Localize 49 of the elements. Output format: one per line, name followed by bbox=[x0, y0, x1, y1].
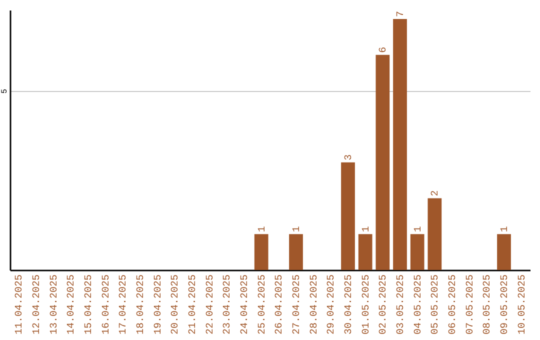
data-label: 1 bbox=[413, 226, 424, 232]
x-tick-label: 12.04.2025 bbox=[32, 274, 43, 335]
data-label: 7 bbox=[396, 10, 407, 17]
bar bbox=[393, 18, 407, 270]
x-tick-label: 01.05.2025 bbox=[361, 274, 372, 335]
x-tick-label: 13.04.2025 bbox=[49, 274, 60, 335]
x-tick-label: 25.04.2025 bbox=[257, 274, 268, 335]
x-tick-label: 07.05.2025 bbox=[465, 274, 476, 335]
x-tick-label: 28.04.2025 bbox=[309, 274, 320, 335]
x-tick-label: 16.04.2025 bbox=[101, 274, 112, 335]
bar bbox=[341, 162, 355, 270]
bar bbox=[289, 234, 303, 270]
x-tick-label: 02.05.2025 bbox=[378, 274, 390, 335]
data-label: 1 bbox=[500, 226, 511, 232]
x-tick-label: 24.04.2025 bbox=[240, 274, 251, 335]
x-tick-label: 05.05.2025 bbox=[430, 274, 442, 335]
y-tick-label: 5 bbox=[0, 88, 10, 94]
data-label: 1 bbox=[361, 226, 372, 232]
x-tick-label: 08.05.2025 bbox=[482, 274, 494, 335]
bar bbox=[410, 234, 424, 270]
x-tick-label: 18.04.2025 bbox=[136, 274, 147, 335]
data-label: 2 bbox=[430, 190, 442, 196]
x-tick-label: 09.05.2025 bbox=[500, 274, 511, 335]
x-tick-label: 29.04.2025 bbox=[326, 274, 338, 335]
data-label: 6 bbox=[378, 46, 390, 53]
x-tick-label: 14.04.2025 bbox=[66, 274, 78, 335]
data-label: 1 bbox=[257, 226, 268, 232]
bar bbox=[376, 54, 390, 270]
x-tick-label: 04.05.2025 bbox=[413, 274, 424, 335]
x-tick-label: 10.05.2025 bbox=[517, 274, 528, 335]
x-tick-label: 06.05.2025 bbox=[448, 274, 459, 335]
x-tick-label: 19.04.2025 bbox=[153, 274, 164, 335]
x-tick-label: 21.04.2025 bbox=[188, 274, 199, 335]
data-label: 3 bbox=[344, 154, 355, 160]
x-tick-label: 20.04.2025 bbox=[170, 274, 182, 335]
bar bbox=[358, 234, 372, 270]
x-tick-label: 30.04.2025 bbox=[344, 274, 355, 335]
x-tick-label: 03.05.2025 bbox=[396, 274, 407, 335]
x-tick-label: 27.04.2025 bbox=[292, 274, 303, 335]
bar bbox=[497, 234, 511, 270]
data-label: 1 bbox=[292, 226, 303, 232]
x-tick-label: 23.04.2025 bbox=[222, 274, 234, 335]
x-tick-label: 17.04.2025 bbox=[118, 274, 130, 335]
x-tick-label: 22.04.2025 bbox=[205, 274, 216, 335]
x-tick-label: 11.04.2025 bbox=[14, 274, 26, 335]
x-tick-label: 26.04.2025 bbox=[274, 274, 286, 335]
x-tick-label: 15.04.2025 bbox=[84, 274, 95, 335]
bar bbox=[254, 234, 268, 270]
bar bbox=[428, 198, 442, 270]
